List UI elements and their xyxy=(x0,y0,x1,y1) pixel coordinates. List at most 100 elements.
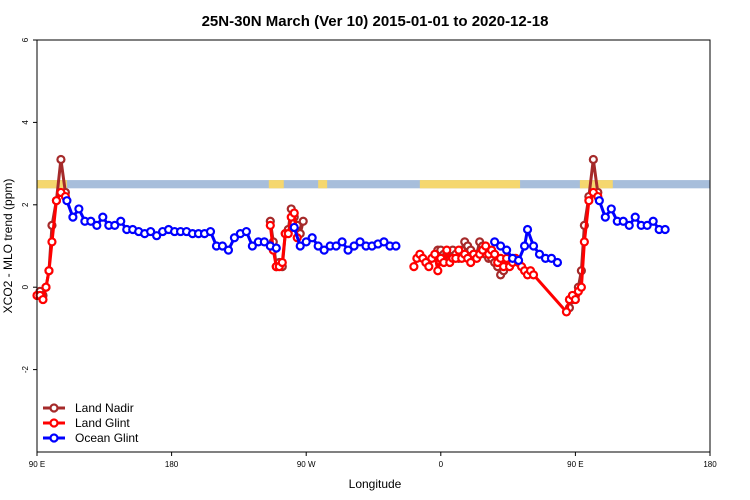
data-point-2-1-11 xyxy=(355,237,365,247)
legend-label-2: Ocean Glint xyxy=(75,431,139,445)
series-layer xyxy=(32,154,670,317)
x-axis-label: Longitude xyxy=(349,477,402,491)
data-point-1-0-3 xyxy=(41,282,51,292)
data-point-2-3-1 xyxy=(600,212,610,222)
data-point-1-2-24 xyxy=(481,241,491,251)
y-tick-label-0: -2 xyxy=(21,365,30,373)
data-point-1-2-27 xyxy=(490,249,500,259)
data-point-2-3-11 xyxy=(660,224,670,235)
data-point-1-0-6 xyxy=(51,196,62,206)
data-point-2-3-0 xyxy=(594,196,604,206)
data-point-2-2-2 xyxy=(502,245,512,255)
data-point-2-1-10 xyxy=(349,241,359,251)
data-point-2-0-2 xyxy=(74,204,84,214)
data-point-2-3-6 xyxy=(630,212,640,222)
x-tick-label-3: 0 xyxy=(439,460,444,469)
data-point-1-2-40 xyxy=(528,270,539,280)
legend-label-0: Land Nadir xyxy=(75,401,134,415)
data-point-2-0-30 xyxy=(241,226,251,237)
data-point-2-1-0 xyxy=(289,222,299,233)
data-point-2-1-4 xyxy=(313,241,323,251)
data-point-2-1-2 xyxy=(301,237,311,247)
data-point-2-0-14 xyxy=(146,226,156,237)
x-axis: 90 E 180 90 W 0 90 E 180 xyxy=(29,452,717,469)
data-point-2-0-33 xyxy=(259,237,269,247)
data-point-2-3-4 xyxy=(618,216,628,226)
data-point-1-2-0 xyxy=(409,262,419,272)
data-point-0-0-6 xyxy=(56,154,66,165)
land-band-1 xyxy=(268,180,284,189)
data-point-2-2-5 xyxy=(519,241,530,251)
legend-marker-1 xyxy=(49,418,59,428)
data-point-2-3-5 xyxy=(624,220,634,230)
data-point-2-1-15 xyxy=(379,237,389,247)
data-point-1-2-15 xyxy=(454,245,464,255)
chart-title: 25N-30N March (Ver 10) 2015-01-01 to 202… xyxy=(202,13,549,30)
data-point-1-0-2 xyxy=(38,294,48,305)
data-point-2-3-9 xyxy=(648,216,658,226)
legend-marker-2 xyxy=(49,433,59,443)
data-point-2-3-8 xyxy=(642,220,652,230)
data-point-2-0-0 xyxy=(62,196,72,206)
data-point-2-0-8 xyxy=(110,220,120,230)
x-tick-label-1: 180 xyxy=(165,460,179,469)
data-point-2-0-5 xyxy=(92,220,102,230)
data-point-1-1-0 xyxy=(265,220,275,230)
data-point-2-2-6 xyxy=(522,224,533,235)
data-point-0-3-7 xyxy=(588,154,598,165)
data-point-2-0-9 xyxy=(116,216,126,226)
x-tick-label-5: 180 xyxy=(703,460,717,469)
data-point-2-2-10 xyxy=(546,253,557,263)
y-tick-label-2: 2 xyxy=(21,202,30,207)
data-point-1-1-6 xyxy=(283,229,293,239)
data-point-0-1-11 xyxy=(298,216,308,226)
data-point-2-2-4 xyxy=(513,255,524,266)
plot-frame xyxy=(36,39,711,453)
data-point-2-0-26 xyxy=(217,241,228,251)
land-band-0 xyxy=(37,180,67,189)
data-point-2-2-0 xyxy=(490,237,500,247)
data-point-2-0-15 xyxy=(152,231,162,241)
data-point-1-0-5 xyxy=(47,237,57,247)
series-ocean-glint xyxy=(62,196,670,268)
data-point-2-1-17 xyxy=(391,241,401,251)
y-tick-label-1: 0 xyxy=(21,284,30,289)
data-point-2-2-11 xyxy=(552,257,563,268)
data-point-1-2-48 xyxy=(584,196,594,206)
data-point-2-1-8 xyxy=(337,237,347,247)
data-point-1-1-8 xyxy=(289,208,299,218)
data-point-1-1-4 xyxy=(277,257,287,268)
data-point-2-0-4 xyxy=(86,216,96,226)
land-band-2 xyxy=(318,180,328,189)
data-point-1-2-46 xyxy=(576,282,586,292)
data-point-2-0-6 xyxy=(98,212,108,222)
data-point-2-0-31 xyxy=(247,241,257,251)
data-point-2-0-35 xyxy=(271,243,281,253)
data-point-2-1-9 xyxy=(343,245,353,255)
data-point-1-2-44 xyxy=(570,294,581,305)
land-ocean-band xyxy=(37,180,710,189)
y-axis: -2 0 2 4 6 xyxy=(21,37,37,373)
data-point-1-2-8 xyxy=(433,266,443,276)
data-point-1-2-11 xyxy=(442,245,452,255)
data-point-2-0-1 xyxy=(68,212,78,222)
ocean-band xyxy=(37,180,710,189)
data-point-2-2-1 xyxy=(496,241,506,251)
legend-label-1: Land Glint xyxy=(75,416,130,430)
series-land-glint xyxy=(32,187,603,317)
data-point-1-2-19 xyxy=(466,257,476,268)
data-point-2-3-2 xyxy=(606,204,616,214)
data-point-2-2-8 xyxy=(534,249,545,259)
data-point-2-2-7 xyxy=(528,241,539,251)
data-point-1-2-7 xyxy=(430,249,440,259)
data-point-2-1-5 xyxy=(319,245,329,255)
data-point-2-1-7 xyxy=(331,241,341,251)
series-land-nadir xyxy=(35,154,603,313)
data-point-1-2-47 xyxy=(579,237,589,247)
land-band-3 xyxy=(419,180,521,189)
y-tick-label-3: 4 xyxy=(21,120,30,125)
data-point-1-2-5 xyxy=(424,262,434,272)
data-point-1-2-41 xyxy=(561,307,572,317)
